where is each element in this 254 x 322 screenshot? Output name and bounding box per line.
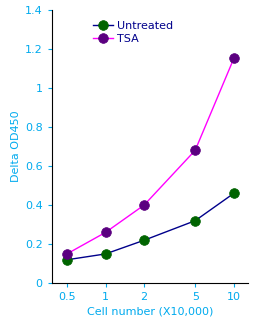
Line: TSA: TSA	[62, 53, 239, 259]
TSA	[194, 148, 197, 152]
Legend: Untreated, TSA: Untreated, TSA	[92, 21, 173, 44]
Untreated	[104, 252, 107, 256]
Untreated	[65, 258, 68, 262]
Y-axis label: Delta OD450: Delta OD450	[11, 110, 21, 182]
Untreated	[232, 191, 235, 195]
Untreated	[194, 219, 197, 223]
X-axis label: Cell number (X10,000): Cell number (X10,000)	[87, 307, 213, 317]
Line: Untreated: Untreated	[62, 188, 239, 265]
Untreated	[142, 238, 146, 242]
TSA	[142, 203, 146, 207]
TSA	[65, 252, 68, 256]
TSA	[232, 56, 235, 60]
TSA	[104, 231, 107, 234]
